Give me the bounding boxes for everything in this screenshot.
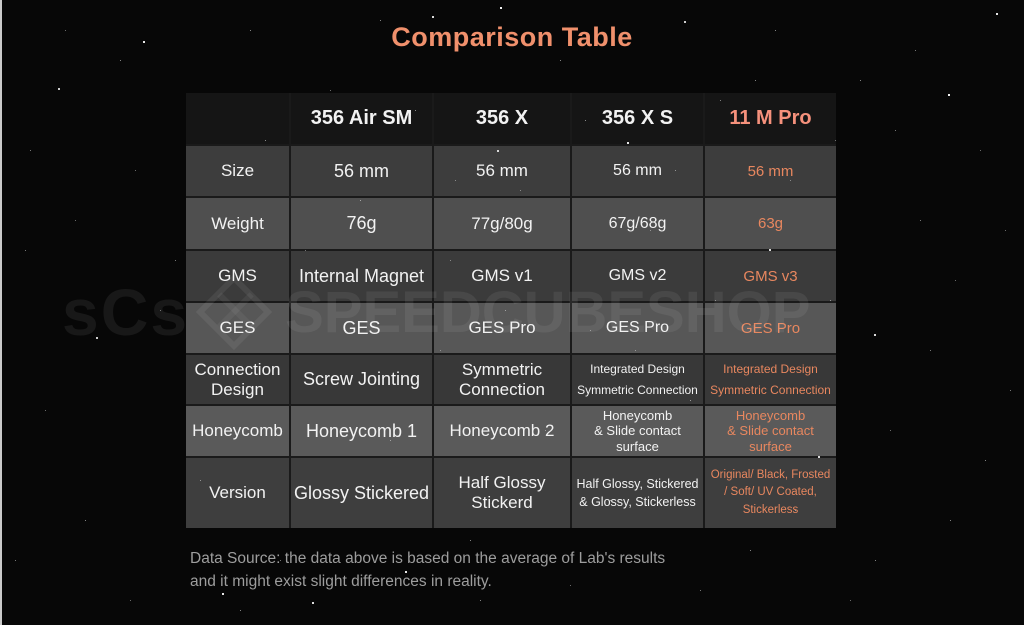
footer-line: Data Source: the data above is based on … <box>190 550 666 567</box>
table-cell: 67g/68g <box>572 198 703 249</box>
column-header-356-x: 356 X <box>434 93 570 144</box>
table-cell: 56 mm <box>705 146 836 196</box>
table-cell: GES Pro <box>705 303 836 353</box>
row-label-honeycomb: Honeycomb <box>186 406 289 456</box>
table-cell: 56 mm <box>291 146 432 196</box>
table-cell: Symmetric Connection <box>434 355 570 404</box>
row-label-weight: Weight <box>186 198 289 249</box>
table-cell: Honeycomb & Slide contact surface <box>705 406 836 456</box>
table-cell: GES Pro <box>434 303 570 353</box>
row-label-gms: GMS <box>186 251 289 301</box>
table-cell: 56 mm <box>434 146 570 196</box>
row-label-ges: GES <box>186 303 289 353</box>
table-cell: Honeycomb 2 <box>434 406 570 456</box>
table-cell: Screw Jointing <box>291 355 432 404</box>
comparison-table: 356 Air SM 356 X 356 X S 11 M Pro Size 5… <box>186 93 836 528</box>
row-label-size: Size <box>186 146 289 196</box>
data-source-note: Data Source: the data above is based on … <box>190 547 665 594</box>
table-cell: Original/ Black, Frosted / Soft/ UV Coat… <box>705 458 836 528</box>
table-cell: GES Pro <box>572 303 703 353</box>
footer-line: and it might exist slight differences in… <box>190 573 492 591</box>
left-edge-strip <box>0 0 2 625</box>
table-cell: Half Glossy, Stickered & Glossy, Sticker… <box>572 458 703 528</box>
column-header-356-air-sm: 356 Air SM <box>291 93 432 144</box>
table-cell: Internal Magnet <box>291 251 432 301</box>
table-cell: Integrated Design Symmetric Connection <box>705 355 836 404</box>
table-cell: 63g <box>705 198 836 249</box>
table-cell: Honeycomb 1 <box>291 406 432 456</box>
table-cell: GMS v3 <box>705 251 836 301</box>
table-cell: Half Glossy Stickerd <box>434 458 570 528</box>
row-label-connection-design: Connection Design <box>186 355 289 404</box>
column-header-356-x-s: 356 X S <box>572 93 703 144</box>
table-cell: 76g <box>291 198 432 249</box>
table-cell: 56 mm <box>572 146 703 196</box>
page-title: Comparison Table <box>391 22 633 52</box>
corner-cell <box>186 93 289 144</box>
table-cell: Glossy Stickered <box>291 458 432 528</box>
scs-logo: sCs <box>62 275 190 349</box>
table-cell: Integrated Design Symmetric Connection <box>572 355 703 404</box>
table-cell: GMS v2 <box>572 251 703 301</box>
table-cell: GES <box>291 303 432 353</box>
table-cell: Honeycomb & Slide contact surface <box>572 406 703 456</box>
table-cell: GMS v1 <box>434 251 570 301</box>
row-label-version: Version <box>186 458 289 528</box>
column-header-11-m-pro: 11 M Pro <box>705 93 836 144</box>
table-cell: 77g/80g <box>434 198 570 249</box>
